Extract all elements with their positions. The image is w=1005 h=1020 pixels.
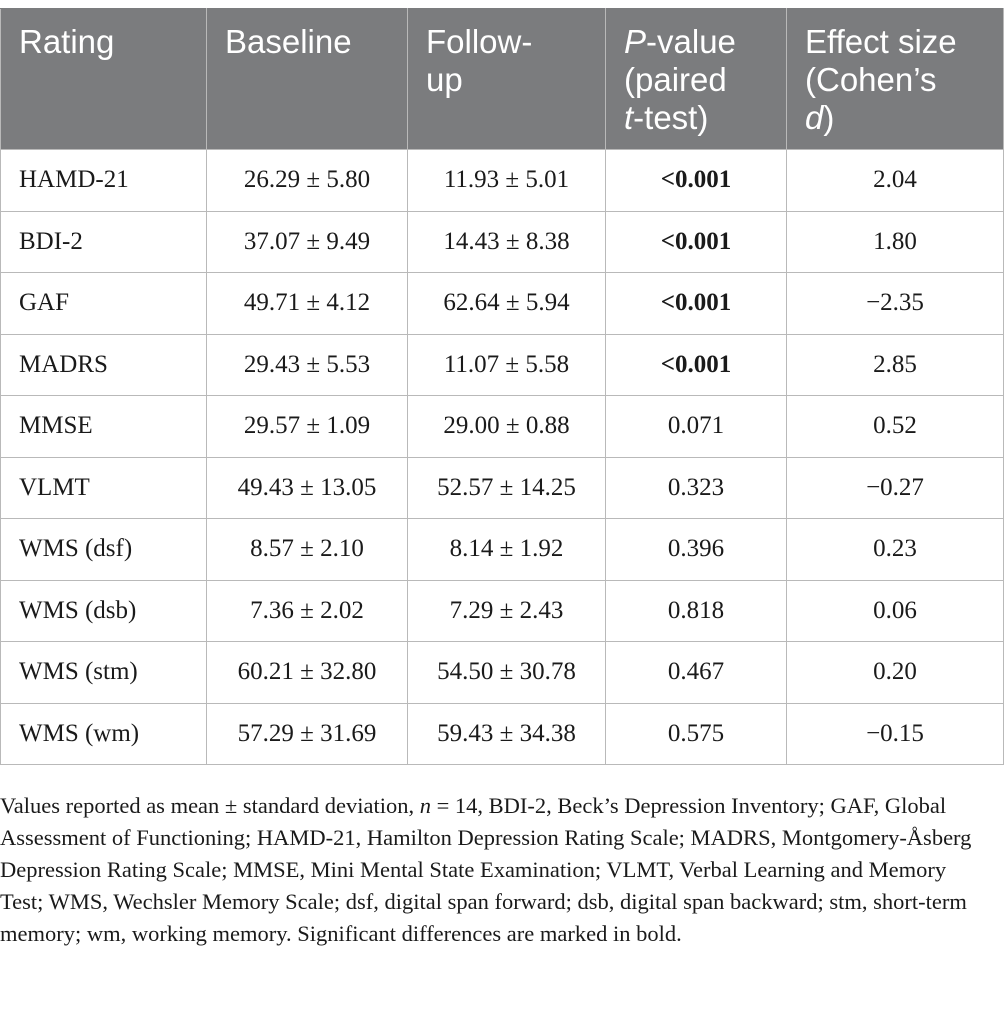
table-row: VLMT 49.43 ± 13.05 52.57 ± 14.25 0.323 −… [0, 456, 1004, 519]
cell-rating: GAF [0, 272, 207, 335]
cell-pvalue: 0.818 [605, 579, 787, 642]
cell-pvalue: 0.071 [605, 395, 787, 458]
cell-followup: 8.14 ± 1.92 [407, 518, 606, 581]
cell-pvalue: 0.467 [605, 641, 787, 704]
cell-followup: 11.93 ± 5.01 [407, 149, 606, 212]
header-baseline: Baseline [206, 8, 408, 150]
cell-effect: 2.85 [786, 333, 1004, 396]
cell-followup: 54.50 ± 30.78 [407, 641, 606, 704]
table-row: WMS (stm) 60.21 ± 32.80 54.50 ± 30.78 0.… [0, 641, 1004, 704]
cell-effect: 0.23 [786, 518, 1004, 581]
table-row: MMSE 29.57 ± 1.09 29.00 ± 0.88 0.071 0.5… [0, 395, 1004, 458]
cell-baseline: 29.57 ± 1.09 [206, 395, 408, 458]
cell-baseline: 57.29 ± 31.69 [206, 702, 408, 765]
cell-pvalue: <0.001 [605, 272, 787, 335]
cell-baseline: 8.57 ± 2.10 [206, 518, 408, 581]
cell-baseline: 49.71 ± 4.12 [206, 272, 408, 335]
header-effect-size: Effect size (Cohen’s d) [786, 8, 1004, 150]
cell-baseline: 7.36 ± 2.02 [206, 579, 408, 642]
cell-followup: 29.00 ± 0.88 [407, 395, 606, 458]
table-row: BDI-2 37.07 ± 9.49 14.43 ± 8.38 <0.001 1… [0, 210, 1004, 273]
cell-baseline: 26.29 ± 5.80 [206, 149, 408, 212]
cell-effect: 0.20 [786, 641, 1004, 704]
cell-rating: WMS (stm) [0, 641, 207, 704]
cell-effect: 0.52 [786, 395, 1004, 458]
cell-baseline: 37.07 ± 9.49 [206, 210, 408, 273]
cell-followup: 14.43 ± 8.38 [407, 210, 606, 273]
cell-pvalue: <0.001 [605, 149, 787, 212]
table-footnote: Values reported as mean ± standard devia… [0, 793, 972, 946]
header-rating: Rating [0, 8, 207, 150]
cell-followup: 52.57 ± 14.25 [407, 456, 606, 519]
cell-effect: −0.15 [786, 702, 1004, 765]
cell-pvalue: 0.396 [605, 518, 787, 581]
cell-effect: 0.06 [786, 579, 1004, 642]
table-row: MADRS 29.43 ± 5.53 11.07 ± 5.58 <0.001 2… [0, 333, 1004, 396]
cell-followup: 59.43 ± 34.38 [407, 702, 606, 765]
cell-rating: MADRS [0, 333, 207, 396]
cell-rating: WMS (dsf) [0, 518, 207, 581]
cell-rating: MMSE [0, 395, 207, 458]
cell-baseline: 29.43 ± 5.53 [206, 333, 408, 396]
table-row: HAMD-21 26.29 ± 5.80 11.93 ± 5.01 <0.001… [0, 149, 1004, 212]
cell-followup: 11.07 ± 5.58 [407, 333, 606, 396]
header-pvalue: P-value (paired t-test) [605, 8, 787, 150]
table-row: WMS (dsb) 7.36 ± 2.02 7.29 ± 2.43 0.818 … [0, 579, 1004, 642]
cell-followup: 62.64 ± 5.94 [407, 272, 606, 335]
results-table: Rating Baseline Follow-up P-value (paired… [0, 8, 1004, 765]
table-row: WMS (wm) 57.29 ± 31.69 59.43 ± 34.38 0.5… [0, 702, 1004, 765]
cell-rating: WMS (wm) [0, 702, 207, 765]
cell-effect: 2.04 [786, 149, 1004, 212]
cell-effect: −0.27 [786, 456, 1004, 519]
cell-pvalue: 0.323 [605, 456, 787, 519]
cell-rating: WMS (dsb) [0, 579, 207, 642]
cell-baseline: 60.21 ± 32.80 [206, 641, 408, 704]
cell-pvalue: <0.001 [605, 333, 787, 396]
cell-baseline: 49.43 ± 13.05 [206, 456, 408, 519]
cell-rating: BDI-2 [0, 210, 207, 273]
cell-rating: VLMT [0, 456, 207, 519]
cell-effect: 1.80 [786, 210, 1004, 273]
cell-pvalue: <0.001 [605, 210, 787, 273]
table-row: GAF 49.71 ± 4.12 62.64 ± 5.94 <0.001 −2.… [0, 272, 1004, 335]
cell-followup: 7.29 ± 2.43 [407, 579, 606, 642]
table-row: WMS (dsf) 8.57 ± 2.10 8.14 ± 1.92 0.396 … [0, 518, 1004, 581]
cell-effect: −2.35 [786, 272, 1004, 335]
table-header-row: Rating Baseline Follow-up P-value (paired… [0, 8, 1004, 150]
cell-pvalue: 0.575 [605, 702, 787, 765]
header-followup: Follow-up [407, 8, 606, 150]
cell-rating: HAMD-21 [0, 149, 207, 212]
